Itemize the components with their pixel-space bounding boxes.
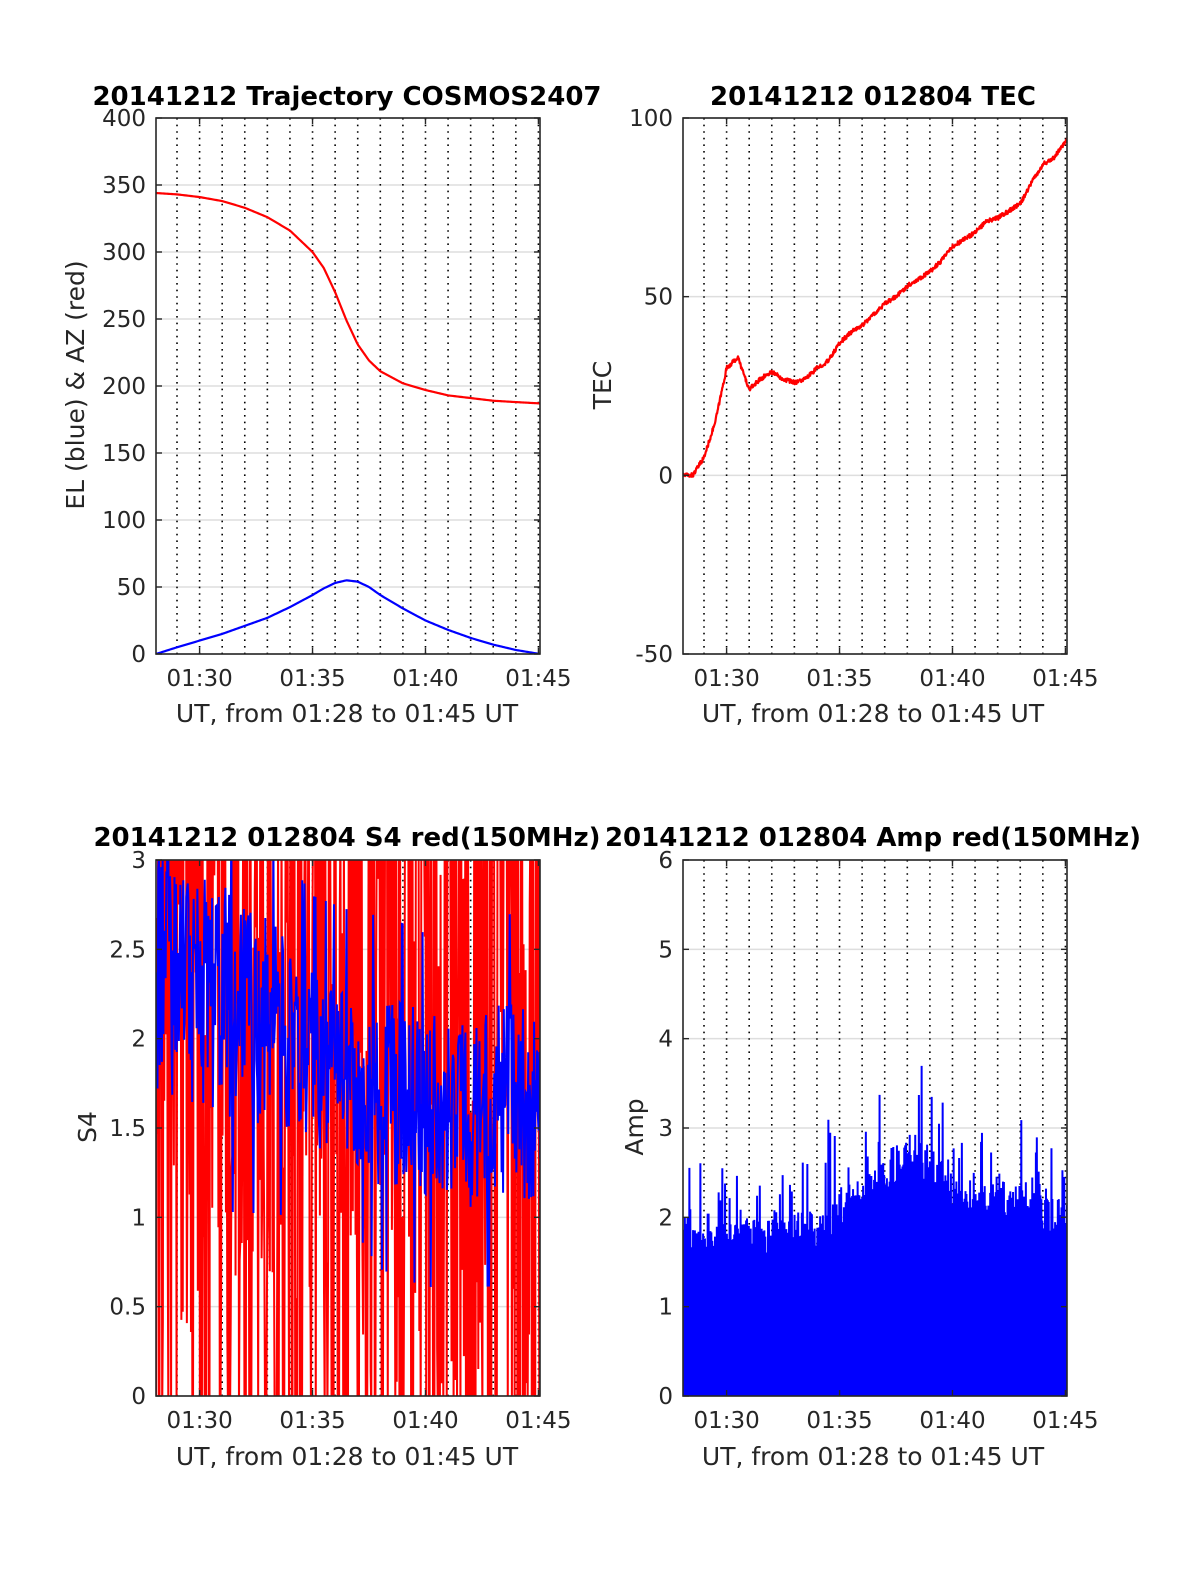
tec-ytick-label: 0	[658, 463, 673, 489]
trajectory-xtick-label: 01:40	[392, 666, 458, 692]
amp-xtick-label: 01:30	[693, 1408, 759, 1434]
amp-series-fill-0	[683, 1266, 1067, 1396]
amp-ytick-label: 0	[658, 1384, 673, 1410]
trajectory-plot: 20141212 Trajectory COSMOS2407 UT, from …	[61, 82, 602, 728]
tec-ytick-label: 100	[629, 106, 673, 132]
tec-xtick-label: 01:40	[919, 666, 985, 692]
s4-ytick-label: 2.5	[109, 937, 146, 963]
s4-ytick-label: 3	[131, 848, 146, 874]
s4-ytick-label: 0	[131, 1384, 146, 1410]
tec-ytick-label: -50	[635, 642, 673, 668]
amp-xtick-label: 01:40	[919, 1408, 985, 1434]
amp-xtick-label: 01:45	[1032, 1408, 1098, 1434]
trajectory-xtick-label: 01:45	[505, 666, 571, 692]
trajectory-title: 20141212 Trajectory COSMOS2407	[92, 82, 601, 112]
s4-ytick-label: 1	[131, 1205, 146, 1231]
trajectory-ytick-label: 250	[102, 307, 146, 333]
tec-xtick-label: 01:30	[693, 666, 759, 692]
amp-ylabel: Amp	[620, 1098, 649, 1155]
trajectory-ytick-label: 300	[102, 240, 146, 266]
trajectory-ytick-label: 100	[102, 508, 146, 534]
amp-xlabel: UT, from 01:28 to 01:45 UT	[702, 1442, 1045, 1471]
trajectory-ytick-label: 350	[102, 173, 146, 199]
s4-series-line-1	[156, 860, 540, 1288]
amp-ytick-label: 4	[658, 1027, 673, 1053]
amp-ytick-label: 2	[658, 1205, 673, 1231]
trajectory-series-line-0	[156, 191, 540, 405]
trajectory-xtick-label: 01:35	[279, 666, 345, 692]
trajectory-xlabel: UT, from 01:28 to 01:45 UT	[176, 699, 519, 728]
tec-xlabel: UT, from 01:28 to 01:45 UT	[702, 699, 1045, 728]
tec-title: 20141212 012804 TEC	[710, 82, 1036, 112]
s4-series	[156, 860, 540, 1396]
trajectory-series-line-1	[156, 579, 540, 654]
amp-title: 20141212 012804 Amp red(150MHz)	[605, 823, 1141, 853]
tec-ylabel: TEC	[588, 361, 617, 411]
s4-plot: 20141212 012804 S4 red(150MHz) UT, from …	[73, 823, 601, 1471]
trajectory-ytick-label: 0	[131, 642, 146, 668]
tec-xtick-label: 01:45	[1032, 666, 1098, 692]
amp-ytick-label: 3	[658, 1116, 673, 1142]
tec-xtick-label: 01:35	[806, 666, 872, 692]
amp-ytick-label: 6	[658, 848, 673, 874]
trajectory-ytick-label: 50	[117, 575, 146, 601]
trajectory-ytick-label: 200	[102, 374, 146, 400]
tec-series-line-0	[683, 137, 1067, 478]
tec-series	[683, 137, 1067, 478]
s4-ytick-label: 1.5	[109, 1116, 146, 1142]
tec-plot: 20141212 012804 TEC UT, from 01:28 to 01…	[588, 82, 1099, 728]
s4-series-line-0	[156, 860, 540, 1396]
s4-xtick-label: 01:45	[505, 1408, 571, 1434]
s4-ytick-label: 0.5	[109, 1295, 146, 1321]
amp-ytick-label: 5	[658, 937, 673, 963]
trajectory-xtick-label: 01:30	[166, 666, 232, 692]
s4-xtick-label: 01:35	[279, 1408, 345, 1434]
s4-ylabel: S4	[73, 1111, 102, 1143]
amp-series	[683, 1065, 1067, 1396]
trajectory-series	[156, 191, 540, 654]
amp-plot: 20141212 012804 Amp red(150MHz) UT, from…	[605, 823, 1141, 1471]
trajectory-ylabel: EL (blue) & AZ (red)	[61, 260, 90, 509]
trajectory-ytick-label: 150	[102, 441, 146, 467]
s4-title: 20141212 012804 S4 red(150MHz)	[93, 823, 600, 853]
amp-ytick-label: 1	[658, 1295, 673, 1321]
tec-ytick-label: 50	[644, 285, 673, 311]
amp-xtick-label: 01:35	[806, 1408, 872, 1434]
s4-xtick-label: 01:40	[392, 1408, 458, 1434]
s4-xtick-label: 01:30	[166, 1408, 232, 1434]
tec-axes-box	[682, 117, 1068, 655]
s4-xlabel: UT, from 01:28 to 01:45 UT	[176, 1442, 519, 1471]
s4-ytick-label: 2	[131, 1027, 146, 1053]
trajectory-ytick-label: 400	[102, 106, 146, 132]
